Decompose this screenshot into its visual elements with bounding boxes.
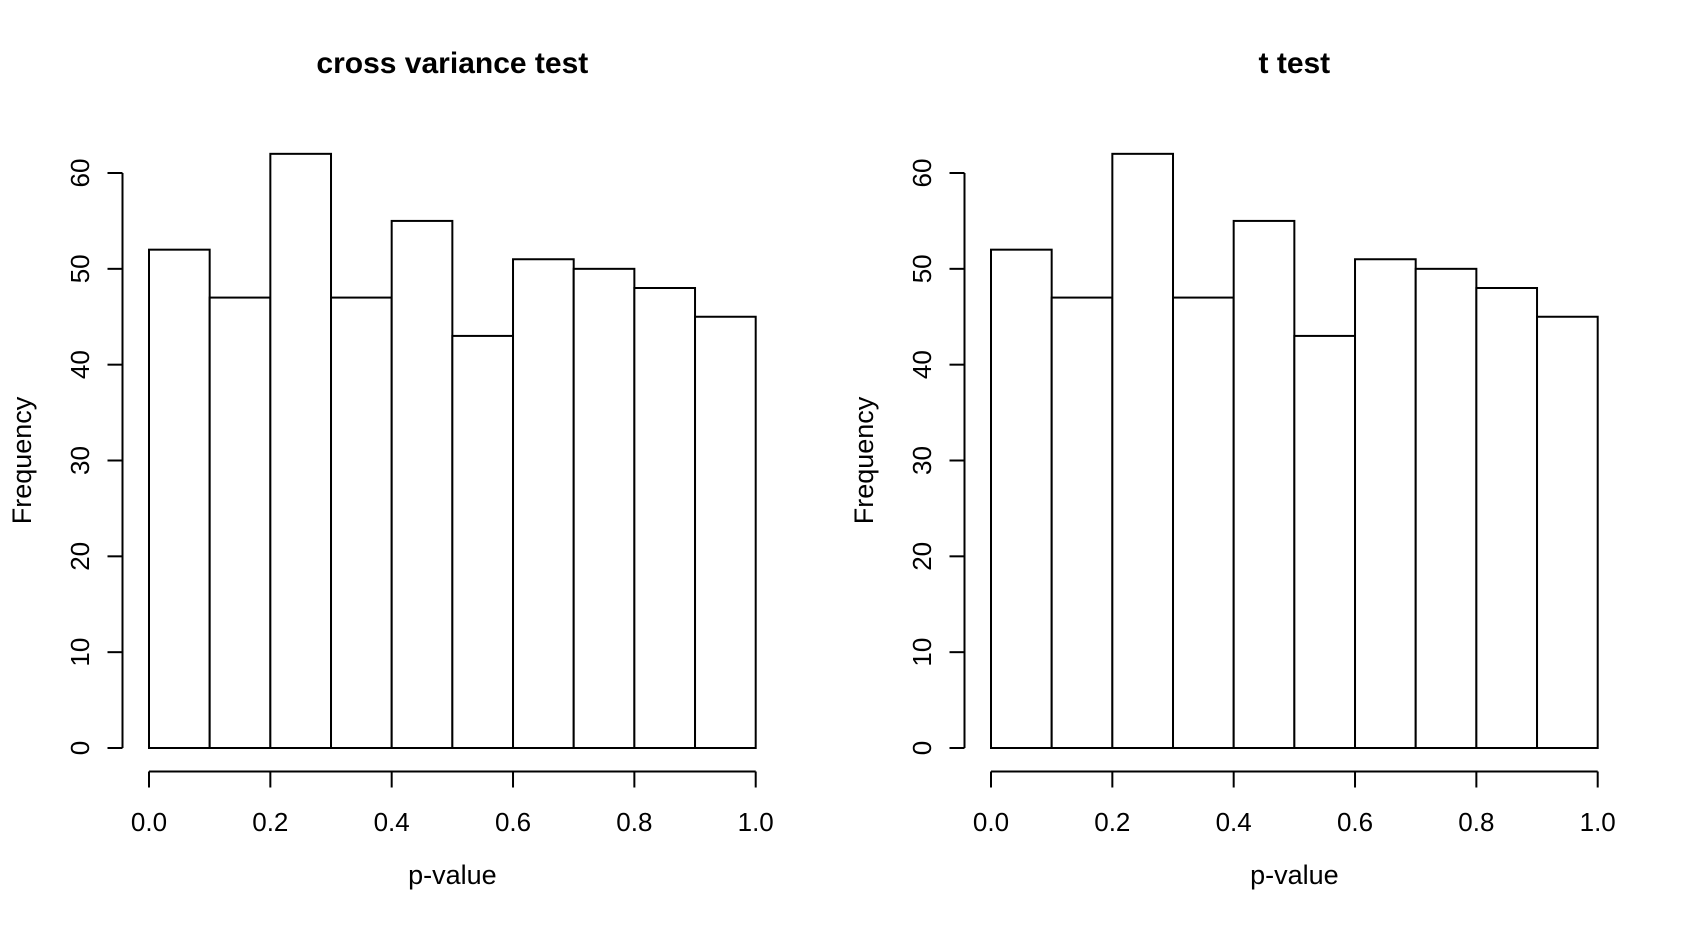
- x-tick-label: 0.6: [495, 807, 531, 837]
- plot-title: cross variance test: [316, 47, 588, 80]
- histogram-bar: [1111, 152, 1175, 750]
- x-tick-label: 0.2: [1094, 807, 1130, 837]
- y-tick-label: 30: [65, 446, 95, 475]
- histogram-bar: [1354, 258, 1417, 749]
- plot-title: t test: [1259, 47, 1331, 80]
- y-tick-label: 0: [907, 741, 937, 755]
- histogram-bar: [512, 258, 575, 749]
- histogram-bar: [572, 267, 636, 749]
- histogram-bar: [633, 287, 697, 749]
- y-axis-title: Frequency: [849, 396, 879, 524]
- y-tick-label: 50: [65, 254, 95, 283]
- x-tick-label: 0.2: [252, 807, 288, 837]
- x-tick-label: 1.0: [738, 807, 774, 837]
- y-tick-label: 30: [907, 446, 937, 475]
- y-tick-label: 20: [907, 542, 937, 571]
- histogram-bar: [990, 248, 1053, 750]
- y-tick-label: 20: [65, 542, 95, 571]
- histogram-bar: [1050, 296, 1114, 749]
- x-axis-title: p-value: [1250, 860, 1339, 890]
- x-tick-label: 0.4: [374, 807, 410, 837]
- histogram-bar: [451, 334, 515, 749]
- histogram-bar: [148, 248, 211, 750]
- y-tick-label: 40: [907, 350, 937, 379]
- y-tick-label: 0: [65, 741, 95, 755]
- x-tick-label: 0.6: [1337, 807, 1373, 837]
- right-histogram-panel: t test 0 10 20 30 40 50 60 Frequency 0.0 0.2 0.4 0.6…: [842, 0, 1684, 926]
- y-tick-label: 60: [65, 159, 95, 188]
- y-tick-label: 60: [907, 159, 937, 188]
- x-tick-label: 0.0: [131, 807, 167, 837]
- histogram-svg: cross variance test 0 10 20 30 40 50 60 Frequenc…: [7, 47, 774, 890]
- y-tick-label: 10: [65, 638, 95, 667]
- histogram-bar: [390, 219, 454, 749]
- x-tick-label: 0.0: [973, 807, 1009, 837]
- histogram-svg: t test 0 10 20 30 40 50 60 Frequency 0.0 0.2 0.4 0.6…: [842, 0, 1684, 926]
- y-tick-label: 10: [907, 638, 937, 667]
- left-histogram-panel: cross variance test 0 10 20 30 40 50 60 Frequenc…: [7, 47, 774, 890]
- histogram-bar: [694, 315, 757, 749]
- histogram-bar: [208, 296, 272, 749]
- x-tick-label: 0.8: [1458, 807, 1494, 837]
- histogram-bar: [330, 296, 393, 749]
- histogram-bar: [1172, 296, 1235, 749]
- histogram-bar: [1414, 267, 1478, 749]
- histogram-bar: [1232, 219, 1296, 749]
- x-tick-label: 1.0: [1580, 807, 1616, 837]
- x-axis-title: p-value: [408, 860, 497, 890]
- histogram-bar: [1536, 315, 1599, 749]
- histogram-bar: [1475, 287, 1539, 749]
- x-tick-label: 0.4: [1216, 807, 1252, 837]
- y-axis-title: Frequency: [7, 396, 37, 524]
- histogram-bar: [1293, 334, 1357, 749]
- histogram-bar: [269, 152, 333, 750]
- x-tick-label: 0.8: [616, 807, 652, 837]
- y-tick-label: 40: [65, 350, 95, 379]
- y-tick-label: 50: [907, 254, 937, 283]
